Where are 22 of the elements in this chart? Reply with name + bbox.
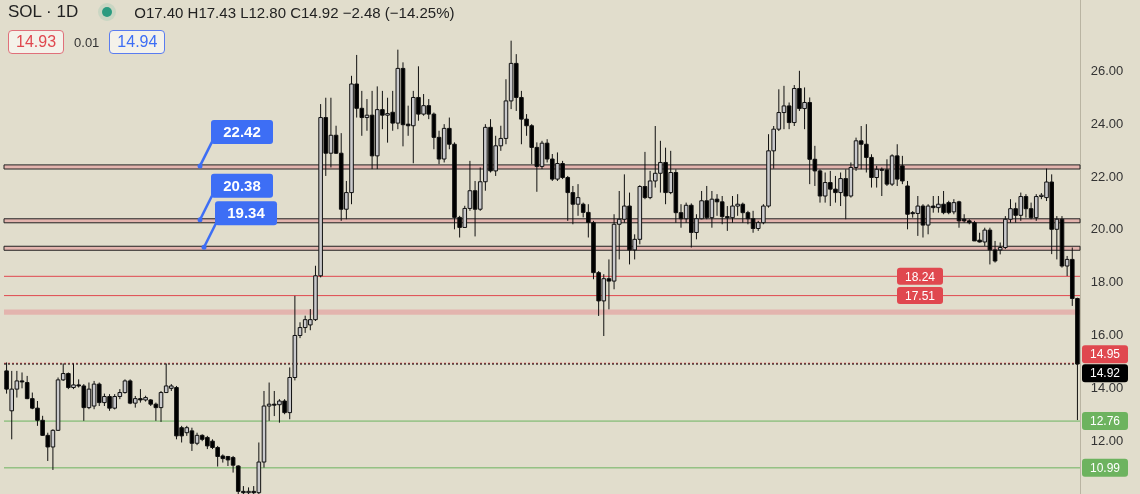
y-tick-label: 26.00 — [1090, 62, 1124, 78]
ref-line-label: 14.92 — [1089, 366, 1121, 381]
annotation: 14.93 — [8, 30, 65, 54]
y-tick-label: 22.00 — [1090, 168, 1124, 184]
y-tick-label: 16.00 — [1090, 327, 1124, 343]
chart-title: SOL · 1D — [8, 2, 79, 22]
ref-line-label: 17.51 — [904, 288, 936, 303]
ref-line-label: 10.99 — [1089, 461, 1121, 476]
ref-line-label: 14.95 — [1089, 347, 1121, 362]
band-label: 22.42 — [223, 123, 261, 141]
y-tick-label: 14.00 — [1090, 379, 1124, 395]
y-tick-label: 20.00 — [1090, 221, 1124, 237]
annotation: 0.01 — [73, 33, 101, 52]
band-label: 20.38 — [223, 176, 261, 194]
ref-line-label: 12.76 — [1089, 414, 1121, 429]
y-tick-label: 18.00 — [1090, 274, 1124, 290]
y-tick-label: 24.00 — [1090, 115, 1124, 131]
annotation: 14.94 — [109, 30, 166, 54]
band-label: 19.34 — [227, 204, 266, 222]
chart-subtitle: O17.40 H17.43 L12.80 C14.92 −2.48 (−14.25%) — [134, 3, 455, 21]
y-tick-label: 12.00 — [1090, 432, 1124, 448]
ref-line-label: 18.24 — [904, 269, 936, 284]
